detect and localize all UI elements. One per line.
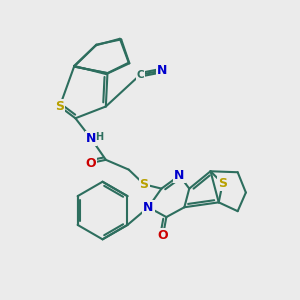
Text: H: H [95, 132, 103, 142]
Text: S: S [218, 177, 227, 190]
Text: S: S [140, 178, 148, 191]
Text: O: O [158, 229, 168, 242]
Text: N: N [143, 201, 154, 214]
Text: N: N [174, 169, 184, 182]
Text: N: N [157, 64, 167, 77]
Text: N: N [86, 132, 96, 145]
Text: S: S [55, 100, 64, 113]
Text: C: C [136, 70, 144, 80]
Text: O: O [85, 157, 96, 169]
